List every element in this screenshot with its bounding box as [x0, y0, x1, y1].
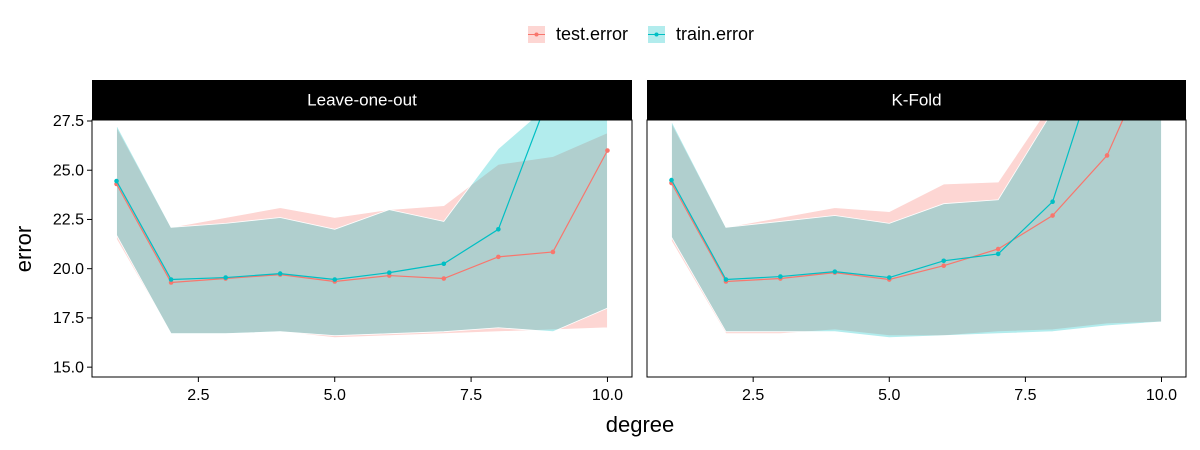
- data-point: [778, 274, 783, 279]
- x-tick-label: 5.0: [878, 387, 900, 404]
- data-point: [386, 270, 392, 275]
- strip-title: K-Fold: [891, 90, 941, 109]
- y-axis-title: error: [11, 226, 36, 272]
- data-point: [550, 249, 556, 255]
- data-point: [168, 277, 174, 282]
- x-tick-label: 7.5: [1014, 387, 1036, 404]
- y-tick-label: 22.5: [53, 212, 84, 229]
- data-point: [1050, 199, 1055, 205]
- plot-area: [114, 120, 610, 339]
- x-tick-label: 10.0: [1146, 387, 1177, 404]
- plot-area: [669, 30, 1164, 339]
- data-point: [605, 148, 610, 153]
- x-tick-label: 10.0: [592, 387, 623, 404]
- legend-label: test.error: [556, 24, 628, 44]
- data-point: [886, 275, 892, 280]
- data-point: [496, 226, 501, 232]
- data-point: [669, 177, 674, 183]
- y-tick-label: 15.0: [53, 359, 84, 376]
- x-tick-label: 5.0: [324, 387, 346, 404]
- x-axis-title: degree: [606, 412, 675, 437]
- data-point: [1159, 30, 1164, 35]
- data-point: [995, 251, 1001, 257]
- x-tick-label: 7.5: [460, 387, 482, 404]
- ribbon: [671, 120, 1162, 339]
- panel-border: [646, 119, 1187, 378]
- y-tick-label: 25.0: [53, 162, 84, 179]
- data-point: [332, 277, 338, 282]
- panel-border: [91, 119, 633, 378]
- strip-title: Leave-one-out: [307, 90, 417, 109]
- data-point: [1104, 153, 1110, 158]
- ribbon: [116, 120, 608, 337]
- data-point: [1050, 213, 1055, 218]
- series-line: [670, 120, 1124, 283]
- legend-label: train.error: [676, 24, 754, 44]
- x-tick-label: 2.5: [742, 387, 764, 404]
- data-point: [114, 178, 119, 184]
- data-point: [995, 246, 1001, 252]
- series-line: [670, 120, 1080, 281]
- strip: [92, 80, 632, 120]
- series-line: [116, 150, 608, 284]
- series-line: [116, 120, 541, 281]
- strip: [647, 80, 1186, 120]
- data-point: [441, 261, 447, 267]
- y-tick-label: 17.5: [53, 310, 84, 327]
- data-point: [723, 277, 729, 282]
- data-point: [941, 258, 947, 264]
- y-tick-label: 20.0: [53, 261, 84, 278]
- data-point: [1105, 30, 1110, 35]
- legend-dot: [534, 32, 539, 37]
- y-tick-label: 27.5: [53, 113, 84, 130]
- data-point: [941, 263, 947, 269]
- data-point: [832, 269, 838, 274]
- data-point: [441, 276, 447, 281]
- data-point: [277, 271, 283, 276]
- data-point: [496, 254, 501, 260]
- legend-dot: [654, 32, 659, 37]
- x-tick-label: 2.5: [187, 387, 209, 404]
- data-point: [223, 275, 228, 280]
- ribbon: [671, 120, 1162, 337]
